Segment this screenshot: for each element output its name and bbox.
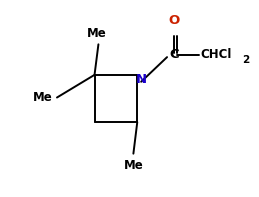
- Text: Me: Me: [124, 159, 143, 172]
- Text: Me: Me: [87, 27, 107, 40]
- Text: 2: 2: [242, 55, 249, 65]
- Text: N: N: [135, 73, 147, 86]
- Text: O: O: [168, 14, 180, 27]
- Text: CHCl: CHCl: [201, 48, 232, 61]
- Text: Me: Me: [33, 91, 53, 104]
- Text: C: C: [169, 48, 179, 61]
